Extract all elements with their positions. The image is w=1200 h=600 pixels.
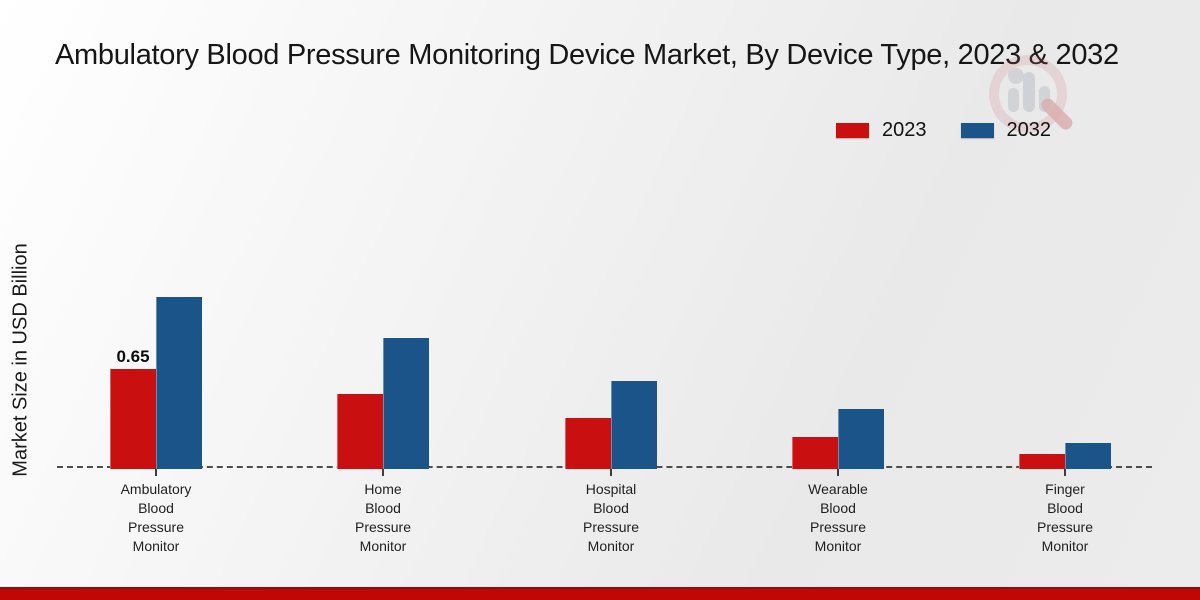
bar-2023-0 [110, 369, 156, 469]
x-tick-4 [1064, 468, 1066, 476]
bar-2023-1 [337, 394, 383, 469]
legend-swatch-2023 [836, 123, 869, 138]
category-label-4: Finger Blood Pressure Monitor [975, 480, 1155, 556]
bar-2032-2 [611, 381, 657, 469]
x-tick-2 [610, 468, 612, 476]
category-label-line: Monitor [359, 538, 407, 554]
legend-label-2023: 2023 [882, 119, 927, 141]
category-label-line: Pressure [1036, 519, 1094, 535]
footer-accent-strip [0, 587, 1200, 600]
market-research-logo-watermark-icon [989, 55, 1073, 133]
category-label-line: Monitor [132, 538, 180, 554]
category-label-line: Hospital [585, 481, 637, 497]
bar-value-label-2023-0: 0.65 [116, 347, 150, 366]
category-label-line: Pressure [582, 519, 640, 535]
category-label-line: Wearable [808, 481, 868, 497]
category-label-line: Home [364, 481, 402, 497]
legend-swatch-2032 [960, 123, 994, 138]
legend-label-2032: 2032 [1006, 119, 1052, 141]
category-label-line: Monitor [814, 538, 862, 554]
legend-item-2032: 2032 [960, 119, 1052, 142]
category-label-line: Blood [1047, 500, 1083, 516]
category-label-line: Pressure [127, 519, 185, 535]
category-label-line: Blood [365, 500, 401, 516]
category-label-line: Ambulatory [120, 481, 192, 497]
bar-2032-4 [1065, 443, 1111, 469]
category-label-line: Monitor [1041, 538, 1089, 554]
category-label-1: Home Blood Pressure Monitor [293, 480, 473, 556]
bar-2032-0 [156, 297, 202, 469]
category-label-line: Blood [138, 500, 174, 516]
legend: 2023 2032 [836, 119, 1085, 142]
category-label-2: Hospital Blood Pressure Monitor [521, 480, 701, 556]
bar-2023-2 [565, 418, 611, 469]
category-label-line: Blood [820, 500, 856, 516]
category-label-line: Pressure [354, 519, 412, 535]
chart-title: Ambulatory Blood Pressure Monitoring Dev… [55, 39, 1119, 71]
bar-2023-3 [792, 437, 838, 469]
x-tick-0 [155, 468, 157, 476]
category-label-line: Finger [1045, 481, 1085, 497]
category-label-0: Ambulatory Blood Pressure Monitor [66, 480, 246, 556]
x-tick-3 [837, 468, 839, 476]
bar-2032-3 [838, 409, 884, 469]
category-label-line: Monitor [587, 538, 635, 554]
bar-2032-1 [383, 338, 429, 469]
legend-item-2023: 2023 [836, 119, 927, 142]
category-label-line: Pressure [809, 519, 867, 535]
category-label-line: Blood [593, 500, 629, 516]
category-label-3: Wearable Blood Pressure Monitor [748, 480, 928, 556]
bar-2023-4 [1019, 454, 1065, 469]
x-tick-1 [382, 468, 384, 476]
